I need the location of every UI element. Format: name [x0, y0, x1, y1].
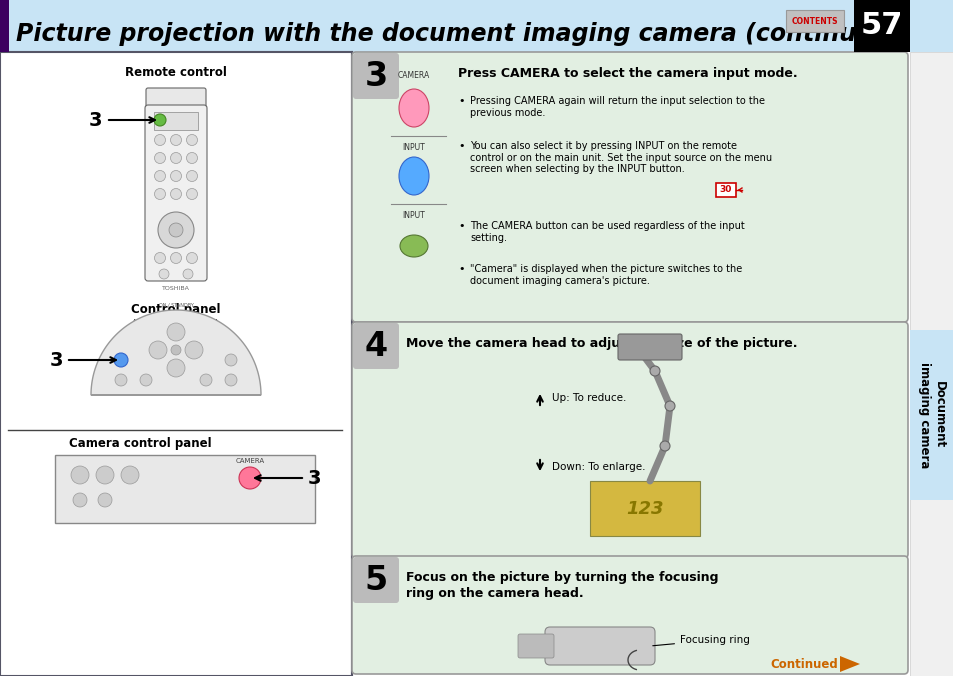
Text: TOSHIBA: TOSHIBA	[162, 285, 190, 291]
Ellipse shape	[399, 235, 428, 257]
Circle shape	[239, 467, 261, 489]
Circle shape	[186, 135, 197, 145]
Circle shape	[171, 189, 181, 199]
Text: INPUT: INPUT	[402, 212, 425, 220]
Text: 3: 3	[89, 110, 102, 130]
FancyBboxPatch shape	[785, 10, 843, 32]
Circle shape	[154, 135, 165, 145]
Circle shape	[171, 153, 181, 164]
Text: Down: To enlarge.: Down: To enlarge.	[552, 462, 645, 472]
Text: Document
imaging camera: Document imaging camera	[917, 362, 945, 468]
Text: Continued: Continued	[769, 658, 837, 671]
Text: CONTENTS: CONTENTS	[791, 16, 838, 26]
FancyBboxPatch shape	[853, 0, 909, 52]
Text: 5: 5	[364, 564, 387, 596]
Text: •: •	[457, 96, 464, 106]
Text: Remote control: Remote control	[125, 66, 227, 78]
FancyBboxPatch shape	[352, 322, 907, 558]
Text: Focusing ring: Focusing ring	[652, 635, 749, 646]
Circle shape	[154, 153, 165, 164]
FancyBboxPatch shape	[145, 105, 207, 281]
Ellipse shape	[398, 89, 429, 127]
Circle shape	[186, 253, 197, 264]
Circle shape	[158, 212, 193, 248]
Circle shape	[98, 493, 112, 507]
Circle shape	[171, 170, 181, 181]
FancyBboxPatch shape	[589, 481, 700, 536]
Circle shape	[225, 354, 236, 366]
Text: (Main unit side): (Main unit side)	[132, 318, 219, 328]
FancyBboxPatch shape	[618, 334, 681, 360]
FancyBboxPatch shape	[353, 323, 398, 369]
Circle shape	[153, 114, 166, 126]
Circle shape	[159, 269, 169, 279]
Text: Up: To reduce.: Up: To reduce.	[552, 393, 626, 403]
Circle shape	[171, 253, 181, 264]
Text: 57: 57	[860, 11, 902, 41]
FancyBboxPatch shape	[0, 52, 352, 676]
Circle shape	[154, 170, 165, 181]
Circle shape	[171, 345, 181, 355]
Text: Camera control panel: Camera control panel	[69, 437, 212, 450]
Text: 30: 30	[720, 185, 731, 195]
Circle shape	[73, 493, 87, 507]
Circle shape	[154, 253, 165, 264]
Circle shape	[649, 366, 659, 376]
Circle shape	[186, 170, 197, 181]
Text: Press CAMERA to select the camera input mode.: Press CAMERA to select the camera input …	[457, 68, 797, 80]
Circle shape	[185, 341, 203, 359]
Circle shape	[183, 269, 193, 279]
Text: •: •	[457, 264, 464, 274]
Circle shape	[71, 466, 89, 484]
FancyBboxPatch shape	[716, 183, 735, 197]
FancyBboxPatch shape	[353, 557, 398, 603]
Circle shape	[167, 323, 185, 341]
Text: CAMERA: CAMERA	[235, 458, 264, 464]
Polygon shape	[91, 310, 261, 395]
Circle shape	[140, 374, 152, 386]
Circle shape	[121, 466, 139, 484]
FancyBboxPatch shape	[0, 0, 953, 52]
Circle shape	[115, 374, 127, 386]
Circle shape	[113, 353, 128, 367]
Text: ring on the camera head.: ring on the camera head.	[406, 587, 583, 600]
FancyBboxPatch shape	[517, 634, 554, 658]
Circle shape	[200, 374, 212, 386]
Circle shape	[186, 153, 197, 164]
Polygon shape	[840, 656, 859, 672]
FancyBboxPatch shape	[909, 52, 953, 676]
Text: 3: 3	[364, 59, 387, 93]
Text: You can also select it by pressing INPUT on the remote
control or on the main un: You can also select it by pressing INPUT…	[470, 141, 771, 174]
Text: 3: 3	[50, 350, 63, 370]
Text: 4: 4	[364, 329, 387, 362]
Text: •: •	[457, 221, 464, 231]
Text: ON / STANDBY: ON / STANDBY	[158, 302, 193, 308]
Text: •: •	[457, 141, 464, 151]
Circle shape	[154, 189, 165, 199]
FancyBboxPatch shape	[55, 455, 314, 523]
FancyBboxPatch shape	[544, 627, 655, 665]
Text: Move the camera head to adjust the size of the picture.: Move the camera head to adjust the size …	[406, 337, 797, 350]
Circle shape	[149, 341, 167, 359]
Circle shape	[96, 466, 113, 484]
Circle shape	[167, 359, 185, 377]
FancyBboxPatch shape	[909, 330, 953, 500]
Circle shape	[225, 374, 236, 386]
Text: Focus on the picture by turning the focusing: Focus on the picture by turning the focu…	[406, 571, 718, 585]
Circle shape	[115, 354, 127, 366]
Text: "Camera" is displayed when the picture switches to the
document imaging camera's: "Camera" is displayed when the picture s…	[470, 264, 741, 285]
Text: Picture projection with the document imaging camera (continued): Picture projection with the document ima…	[16, 22, 899, 46]
Text: Pressing CAMERA again will return the input selection to the
previous mode.: Pressing CAMERA again will return the in…	[470, 96, 764, 118]
Text: CAMERA: CAMERA	[397, 72, 430, 80]
Text: Control panel: Control panel	[132, 304, 220, 316]
FancyBboxPatch shape	[153, 112, 198, 130]
Circle shape	[664, 401, 675, 411]
Circle shape	[659, 441, 669, 451]
Text: 3: 3	[308, 468, 321, 487]
Ellipse shape	[398, 157, 429, 195]
FancyBboxPatch shape	[353, 53, 398, 99]
Text: 123: 123	[625, 500, 663, 518]
FancyBboxPatch shape	[352, 556, 907, 674]
Circle shape	[169, 223, 183, 237]
